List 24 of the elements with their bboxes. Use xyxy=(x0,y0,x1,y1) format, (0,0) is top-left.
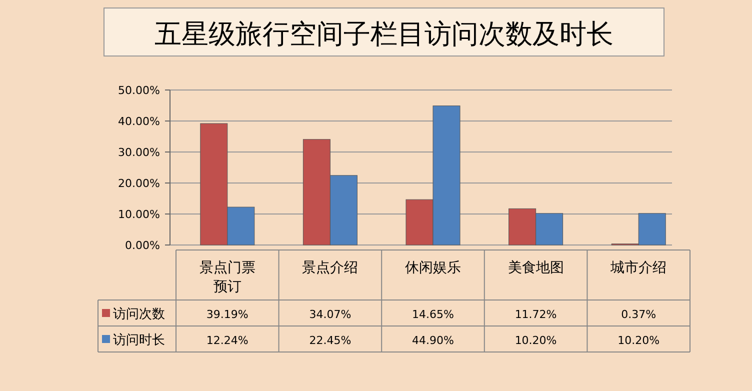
x-tick-label: 景点介绍 xyxy=(302,260,358,276)
data-label: 22.45% xyxy=(309,334,352,347)
y-tick-label: 0.00% xyxy=(125,239,160,252)
data-label: 12.24% xyxy=(206,334,248,347)
y-tick-label: 10.00% xyxy=(118,208,160,221)
data-label: 44.90% xyxy=(412,334,454,347)
x-tick-label: 景点门票预订 xyxy=(199,260,256,295)
data-label: 0.37% xyxy=(621,308,656,321)
y-tick-label: 50.00% xyxy=(118,84,160,97)
chart-title: 五星级旅行空间子栏目访问次数及时长 xyxy=(154,19,614,49)
data-label: 11.72% xyxy=(514,308,557,321)
x-tick-label: 美食地图 xyxy=(508,260,564,276)
x-tick-label: 城市介绍 xyxy=(610,260,667,276)
y-tick-label: 30.00% xyxy=(118,146,160,159)
legend-label: 访问次数 xyxy=(113,306,165,322)
legend-label: 访问时长 xyxy=(113,332,165,348)
y-tick-label: 40.00% xyxy=(118,115,160,128)
y-tick-label: 20.00% xyxy=(118,177,160,190)
data-label: 39.19% xyxy=(206,308,248,321)
data-label: 14.65% xyxy=(412,308,454,321)
data-label: 10.20% xyxy=(514,334,557,347)
data-label: 10.20% xyxy=(618,334,660,347)
data-label: 34.07% xyxy=(309,308,352,321)
x-tick-label: 休闲娱乐 xyxy=(405,260,461,276)
